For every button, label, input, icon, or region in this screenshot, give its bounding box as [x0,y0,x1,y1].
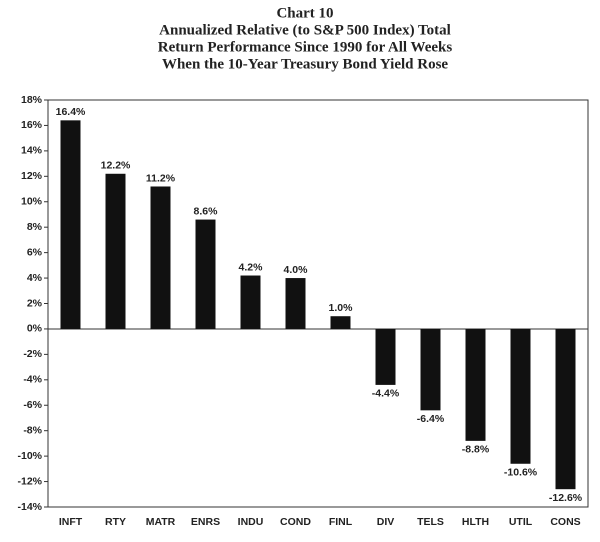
y-tick-label: 6% [27,246,43,258]
y-tick-label: 10% [21,196,43,208]
chart-title: Chart 10 [276,5,333,21]
x-tick-label: FINL [329,516,353,528]
chart-subtitle: Return Performance Since 1990 for All We… [158,39,453,55]
x-tick-label: INDU [238,516,264,528]
chart-subtitle: Annualized Relative (to S&P 500 Index) T… [159,22,451,38]
x-tick-label: DIV [377,516,395,528]
x-tick-label: TELS [417,516,444,528]
x-tick-label: CONS [550,516,580,528]
bar [240,275,261,329]
y-tick-label: 0% [27,323,43,335]
value-label: 11.2% [146,172,176,184]
bar [285,278,306,329]
bar [465,328,486,441]
y-tick-label: -2% [23,348,42,360]
bar [330,316,351,329]
y-tick-label: 4% [27,272,43,284]
y-tick-label: -6% [23,399,42,411]
chart-subtitle: When the 10-Year Treasury Bond Yield Ros… [162,56,448,72]
value-label: 4.2% [239,261,264,273]
y-tick-label: -14% [17,501,42,513]
value-label: 4.0% [284,264,309,276]
value-label: 12.2% [101,160,131,172]
value-label: -10.6% [504,467,538,479]
value-label: -12.6% [549,492,583,504]
y-tick-label: 16% [21,119,43,131]
bar [510,328,531,464]
bar [555,328,576,490]
y-tick-label: 2% [27,297,43,309]
y-tick-label: 14% [21,145,43,157]
y-tick-label: 18% [21,94,43,106]
x-tick-label: UTIL [509,516,533,528]
x-tick-label: MATR [146,516,176,528]
bar [420,328,441,411]
bar [375,328,396,385]
x-tick-label: INFT [59,516,83,528]
x-tick-label: COND [280,516,311,528]
y-tick-label: -12% [17,475,42,487]
bar [60,120,81,329]
value-label: 1.0% [329,302,354,314]
bar [195,219,216,329]
y-tick-label: -4% [23,374,42,386]
bar [150,186,171,329]
value-label: -4.4% [372,388,400,400]
y-tick-label: 8% [27,221,43,233]
value-label: 8.6% [194,205,219,217]
y-tick-label: 12% [21,170,43,182]
x-tick-label: RTY [105,516,126,528]
bar [105,173,126,329]
x-tick-label: HLTH [462,516,489,528]
value-label: -8.8% [462,444,490,456]
value-label: -6.4% [417,413,445,425]
y-tick-label: -10% [17,450,42,462]
y-tick-label: -8% [23,424,42,436]
value-label: 16.4% [56,106,86,118]
x-tick-label: ENRS [191,516,220,528]
